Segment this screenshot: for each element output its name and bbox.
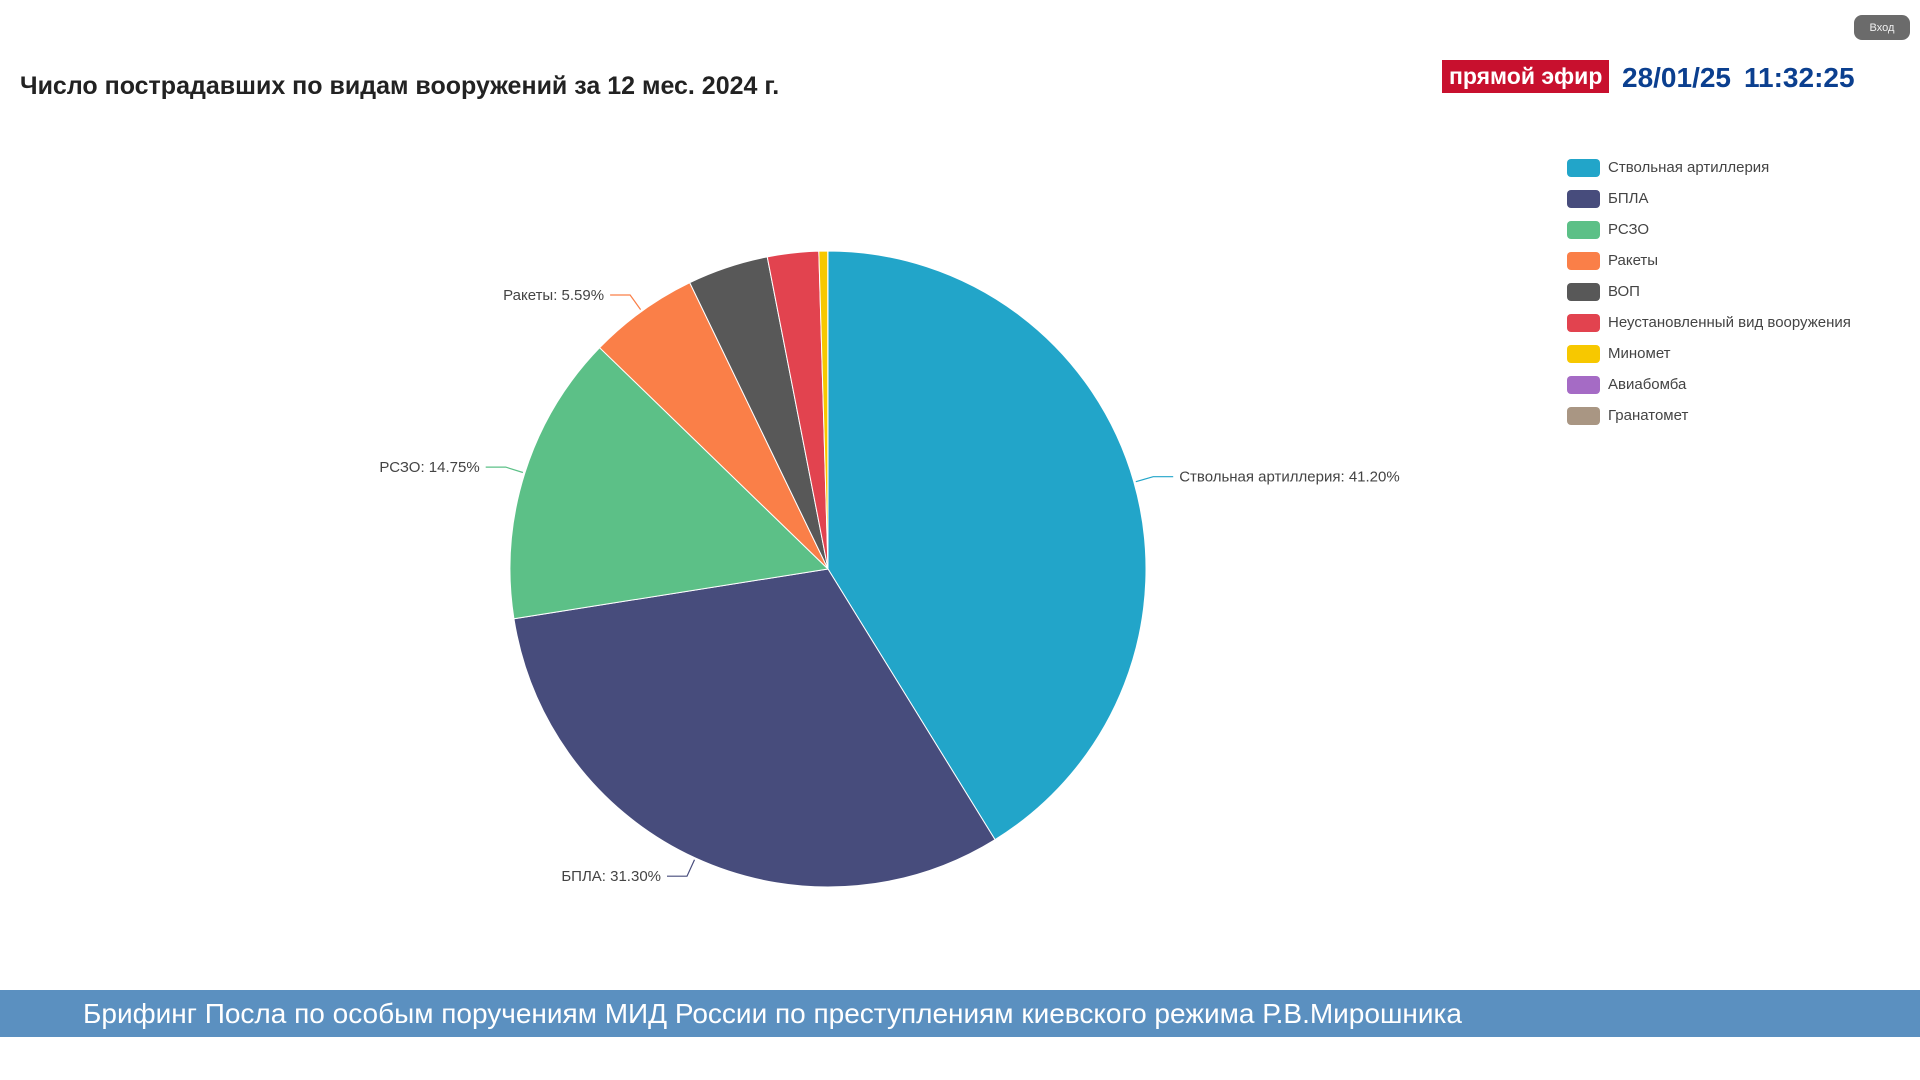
label-line-3	[610, 294, 642, 310]
broadcast-date: 28/01/25	[1622, 62, 1731, 93]
legend-item-5[interactable]: Неустановленный вид вооружения	[1567, 307, 1851, 338]
data-label-1: БПЛА: 31.30%	[561, 868, 661, 885]
pie-slice-1[interactable]	[513, 568, 996, 888]
data-label-0: Ствольная артиллерия: 41.20%	[1179, 469, 1400, 486]
legend-item-4[interactable]: ВОП	[1567, 276, 1851, 307]
label-line-1	[667, 859, 696, 877]
legend-swatch	[1567, 251, 1600, 270]
legend-label: РСЗО	[1608, 221, 1650, 238]
legend-swatch	[1567, 375, 1600, 394]
legend-item-6[interactable]: Миномет	[1567, 338, 1851, 369]
live-badge: прямой эфир	[1442, 60, 1610, 93]
caption-text: Брифинг Посла по особым поручениям МИД Р…	[83, 997, 1462, 1029]
label-line-2	[485, 466, 524, 474]
legend-item-3[interactable]: Ракеты	[1567, 245, 1851, 276]
legend-label: Ракеты	[1608, 252, 1659, 269]
broadcast-time: 11:32:25	[1744, 62, 1855, 93]
legend-item-1[interactable]: БПЛА	[1567, 183, 1851, 214]
legend-label: Авиабомба	[1608, 376, 1687, 393]
legend-label: Ствольная артиллерия	[1608, 159, 1770, 176]
legend-label: ВОП	[1608, 283, 1640, 300]
legend-swatch	[1567, 406, 1600, 425]
legend-swatch	[1567, 313, 1600, 332]
legend-label: Гранатомет	[1608, 407, 1689, 424]
chart-title: Число пострадавших по видам вооружений з…	[20, 72, 780, 100]
legend-swatch	[1567, 282, 1600, 301]
caption-bar: Брифинг Посла по особым поручениям МИД Р…	[0, 990, 1920, 1037]
legend-swatch	[1567, 189, 1600, 208]
data-label-3: Ракеты: 5.59%	[503, 287, 604, 304]
legend-item-7[interactable]: Авиабомба	[1567, 369, 1851, 400]
legend-swatch	[1567, 220, 1600, 239]
legend-label: Неустановленный вид вооружения	[1608, 314, 1851, 331]
pie-chart: Ствольная артиллерия: 41.20% БПЛА: 31.30%…	[379, 250, 1400, 888]
legend-swatch	[1567, 344, 1600, 363]
pie-slice-0[interactable]	[827, 250, 1147, 841]
legend-item-2[interactable]: РСЗО	[1567, 214, 1851, 245]
legend-swatch	[1567, 158, 1600, 177]
legend-label: БПЛА	[1608, 190, 1649, 207]
data-label-2: РСЗО: 14.75%	[379, 459, 479, 476]
legend-item-8[interactable]: Гранатомет	[1567, 400, 1851, 431]
label-line-0	[1135, 476, 1174, 483]
pie-slice-2[interactable]	[509, 346, 830, 620]
chart-legend: Ствольная артиллерия БПЛА РСЗО Ракеты ВОП Неу…	[1567, 152, 1851, 431]
legend-item-0[interactable]: Ствольная артиллерия	[1567, 152, 1851, 183]
legend-label: Миномет	[1608, 345, 1671, 362]
login-button[interactable]: Вход	[1854, 15, 1910, 40]
